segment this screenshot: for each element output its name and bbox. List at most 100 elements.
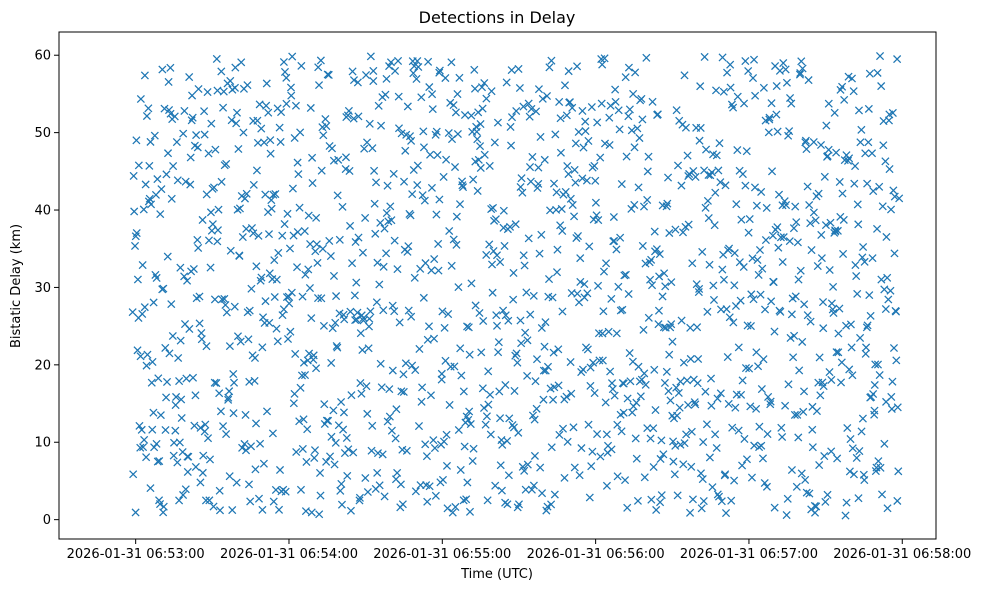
detection-point [889,343,899,353]
detection-point [877,82,886,91]
detection-point [871,360,880,369]
detection-point [808,425,817,434]
detection-point [652,505,661,515]
detection-point [549,348,558,357]
x-axis-ticks: 2026-01-31 06:53:00 2026-01-31 06:54:00 20… [67,539,971,562]
detection-point [368,144,377,153]
detection-point [250,353,260,362]
detection-point [760,478,769,488]
detection-point [696,82,705,91]
detection-point [620,271,629,280]
detection-point [665,228,674,238]
detection-point [413,181,422,190]
detection-point [643,195,652,204]
detection-point [390,307,399,316]
detection-point [860,257,869,266]
detection-point [856,333,865,342]
detection-point [385,412,394,421]
detection-point [336,486,345,495]
detection-point [517,174,526,183]
detection-point [136,94,145,104]
detection-point [520,466,529,475]
detection-point [215,506,225,515]
detection-point [391,66,400,75]
detection-point [432,210,441,219]
detection-point [803,182,812,191]
detection-point [254,231,263,240]
detection-point [799,387,809,396]
detection-point [504,316,513,325]
detection-point [512,349,521,358]
detection-point [570,463,579,472]
detection-point [296,128,305,137]
detection-point [726,83,735,92]
detection-point [585,493,594,502]
detection-point [490,138,499,147]
detection-point [818,298,828,307]
detection-point [298,444,307,453]
detection-point [543,362,553,371]
detection-point [870,380,879,390]
detection-point [656,454,665,464]
detection-point [816,391,825,400]
detection-point [503,436,512,445]
detection-point [573,62,582,71]
detection-point [209,183,219,192]
detection-point [250,376,259,385]
detection-point [808,443,817,452]
detection-point [430,443,439,453]
detection-point [658,292,667,301]
detection-point [260,138,269,147]
detection-point [255,100,264,109]
detection-point [187,116,196,125]
detection-point [637,94,646,103]
detection-point [630,200,639,210]
detection-point [723,353,732,362]
detection-point [429,436,438,445]
detection-point [869,187,878,196]
detection-point [296,383,305,392]
detection-point [438,307,447,316]
y-tick-label: 60 [34,49,51,64]
detection-point [521,328,530,337]
detection-point [296,485,306,494]
detection-point [186,180,195,189]
detection-point [147,378,156,387]
detection-point [834,348,843,357]
detection-point [366,52,375,61]
detection-point [206,263,215,272]
detection-point [491,215,500,224]
detection-point [633,124,642,133]
detection-point [180,272,189,281]
detection-point [719,275,728,284]
detection-point [649,462,658,472]
detection-point [740,434,749,443]
detection-point [139,205,148,214]
detection-point [882,232,891,242]
detection-point [387,426,396,435]
detection-point [169,451,178,460]
detection-point [167,300,176,309]
detection-point [699,437,708,447]
detection-point [696,123,705,133]
detection-point [527,104,536,114]
detection-point [307,508,316,517]
detection-point [805,200,814,210]
detection-point [319,321,328,330]
detection-point [752,201,761,210]
detection-point [607,294,616,303]
detection-point [879,141,888,150]
detection-point [738,461,747,470]
detection-point [700,52,709,61]
detection-point [606,367,615,376]
detection-point [452,212,461,221]
detection-point [213,86,222,95]
detection-point [687,462,696,471]
detection-point [401,146,410,155]
detection-point [353,78,362,87]
detection-point [181,177,190,186]
detection-point [666,396,675,405]
detection-point [711,430,720,439]
detection-point [649,424,658,433]
